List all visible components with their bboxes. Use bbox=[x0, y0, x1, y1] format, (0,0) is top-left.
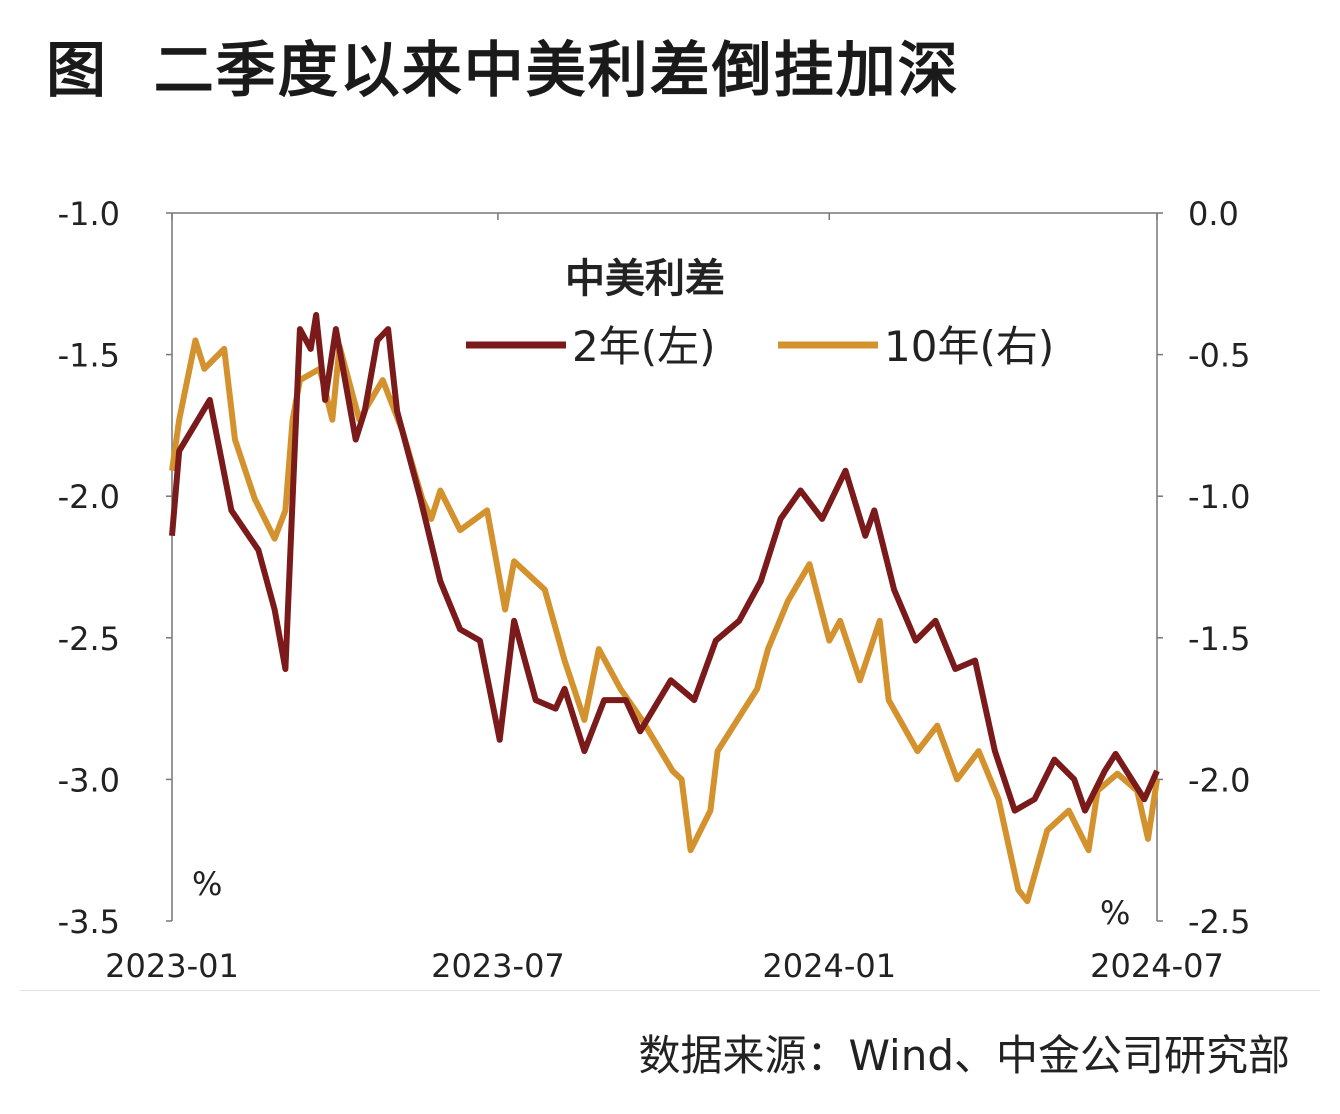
series-lines bbox=[169, 312, 1160, 905]
page-title: 图 二季度以来中美利差倒挂加深 bbox=[46, 36, 960, 106]
right-unit-label: % bbox=[1100, 894, 1130, 932]
right-tick-label: -2.0 bbox=[1188, 761, 1250, 799]
x-tick-label: 2024-01 bbox=[762, 947, 896, 985]
left-tick-label: -3.5 bbox=[58, 903, 120, 941]
right-tick-label: -0.5 bbox=[1188, 337, 1250, 375]
left-tick-label: -1.5 bbox=[58, 337, 120, 375]
left-tick-label: -3.0 bbox=[58, 761, 120, 799]
x-tick-label: 2023-01 bbox=[105, 947, 239, 985]
axes: -1.0 -1.5 -2.0 -2.5 -3.0 -3.5 0.0 -0.5 -1.0 -1.5 -… bbox=[58, 195, 1251, 985]
source-note: 数据来源：Wind、中金公司研究部 bbox=[638, 1031, 1290, 1080]
right-tick-label: 0.0 bbox=[1188, 195, 1239, 233]
left-tick-label: -1.0 bbox=[58, 195, 120, 233]
right-tick-label: -1.0 bbox=[1188, 478, 1250, 516]
x-tick-label: 2024-07 bbox=[1090, 947, 1224, 985]
legend-title: 中美利差 bbox=[565, 256, 725, 302]
right-tick-label: -2.5 bbox=[1188, 903, 1250, 941]
right-tick-label: -1.5 bbox=[1188, 620, 1250, 658]
left-tick-label: -2.0 bbox=[58, 478, 120, 516]
series-line-10y bbox=[169, 337, 1160, 905]
left-unit-label: % bbox=[192, 865, 222, 903]
x-tick-label: 2023-07 bbox=[431, 947, 565, 985]
divider bbox=[20, 990, 1320, 991]
legend-label-10y: 10年(右) bbox=[884, 322, 1054, 371]
series-line-2y bbox=[169, 312, 1160, 814]
line-chart: -1.0 -1.5 -2.0 -2.5 -3.0 -3.5 0.0 -0.5 -1.0 -1.5 -… bbox=[58, 195, 1251, 985]
left-tick-label: -2.5 bbox=[58, 620, 120, 658]
legend-label-2y: 2年(左) bbox=[572, 322, 716, 371]
legend: 中美利差 2年(左) 10年(右) bbox=[466, 256, 1054, 371]
